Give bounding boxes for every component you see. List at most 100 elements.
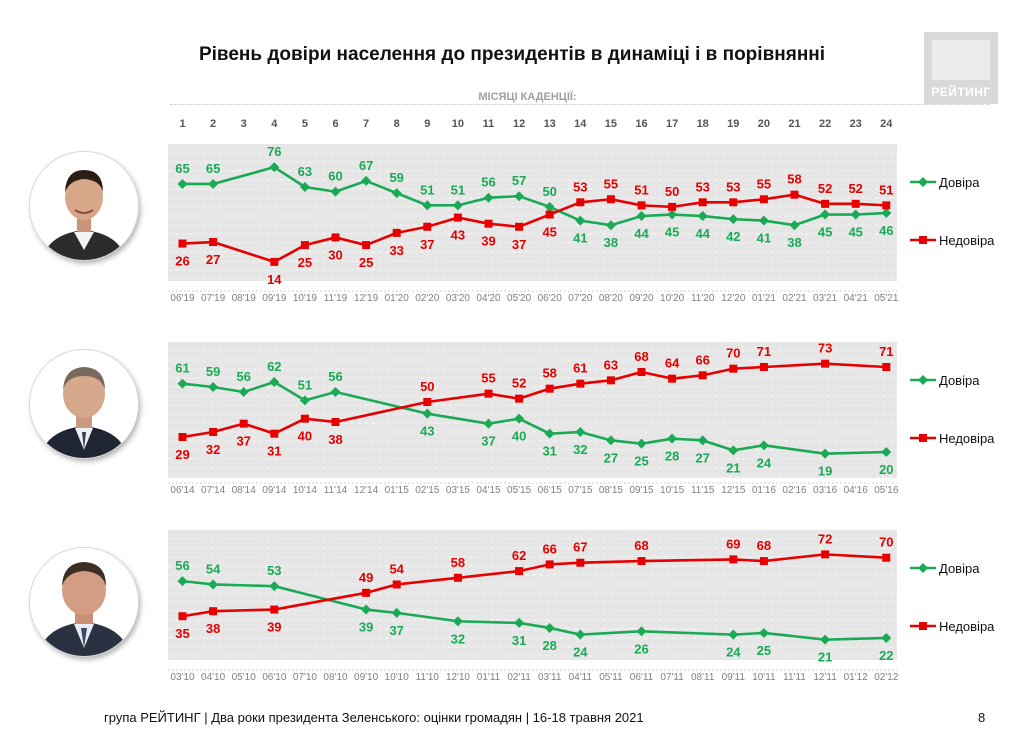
- date-tick-label: 10'14: [293, 485, 318, 496]
- legend-trust-label: Довіра: [939, 175, 980, 190]
- distrust-value-label: 33: [389, 243, 403, 258]
- date-tick-label: 04'20: [476, 293, 501, 304]
- date-tick-label: 11'10: [416, 672, 440, 683]
- date-tick-label: 04'21: [844, 293, 869, 304]
- distrust-value-label: 64: [665, 356, 680, 371]
- trust-point: [514, 413, 525, 424]
- distrust-point: [637, 368, 646, 376]
- trust-point: [422, 200, 433, 211]
- trust-point: [758, 215, 769, 226]
- date-tick-label: 06'15: [538, 485, 563, 496]
- trust-point: [575, 215, 586, 226]
- distrust-point: [300, 414, 309, 423]
- distrust-point: [576, 379, 585, 388]
- legend-distrust-label: Недовіра: [939, 431, 995, 446]
- trust-value-label: 38: [604, 235, 618, 250]
- date-tick-label: 12'19: [354, 293, 379, 304]
- distrust-value-label: 25: [298, 255, 312, 270]
- trust-point: [575, 629, 586, 640]
- distrust-value-label: 32: [206, 442, 220, 457]
- distrust-point: [178, 239, 187, 248]
- header-divider: [170, 104, 990, 105]
- legend-distrust-marker: [919, 434, 927, 442]
- trust-value-label: 56: [236, 369, 250, 384]
- distrust-point: [576, 198, 585, 207]
- trust-value-label: 51: [451, 182, 465, 197]
- date-tick-label: 05'10: [232, 672, 257, 683]
- distrust-value-label: 14: [267, 272, 282, 287]
- distrust-value-label: 50: [420, 379, 434, 394]
- trust-point: [208, 178, 219, 189]
- trust-value-label: 31: [512, 633, 526, 648]
- date-tick-label: 03'20: [446, 293, 471, 304]
- distrust-point: [484, 389, 493, 398]
- month-number: 18: [697, 118, 709, 130]
- trust-point: [850, 209, 861, 220]
- date-tick-label: 08'15: [599, 485, 624, 496]
- date-tick-label: 08'20: [599, 293, 624, 304]
- trust-point: [177, 576, 188, 587]
- date-tick-label: 01'21: [752, 293, 777, 304]
- trust-point: [483, 418, 494, 429]
- date-tick-label: 02'21: [782, 293, 807, 304]
- date-tick-label: 04'16: [844, 485, 869, 496]
- distrust-value-label: 62: [512, 548, 526, 563]
- trust-point: [208, 579, 219, 590]
- trust-value-label: 25: [757, 643, 771, 658]
- date-tick-label: 12'10: [446, 672, 471, 683]
- date-tick-label: 02'20: [415, 293, 440, 304]
- distrust-point: [484, 219, 493, 228]
- trust-point: [820, 634, 831, 645]
- trust-point: [728, 214, 739, 225]
- distrust-point: [331, 233, 340, 242]
- distrust-value-label: 66: [695, 352, 709, 367]
- distrust-point: [606, 376, 615, 385]
- distrust-value-label: 54: [389, 561, 404, 576]
- date-tick-label: 09'20: [629, 293, 654, 304]
- trust-value-label: 61: [175, 361, 189, 376]
- trust-point: [361, 604, 372, 615]
- date-tick-label: 08'10: [323, 672, 348, 683]
- trust-point: [391, 188, 402, 199]
- date-tick-label: 07'15: [568, 485, 593, 496]
- month-number: 21: [788, 118, 800, 130]
- distrust-value-label: 40: [298, 429, 312, 444]
- distrust-point: [882, 201, 891, 210]
- distrust-value-label: 67: [573, 540, 587, 555]
- trust-point: [238, 387, 249, 397]
- trust-value-label: 50: [542, 184, 556, 199]
- trust-value-label: 45: [665, 225, 679, 240]
- date-tick-label: 05'15: [507, 485, 532, 496]
- distrust-point: [729, 364, 738, 373]
- distrust-point: [362, 588, 371, 597]
- date-tick-label: 07'19: [201, 293, 226, 304]
- trust-value-label: 43: [420, 424, 434, 439]
- trust-value-label: 44: [634, 226, 649, 241]
- trust-point: [269, 581, 280, 592]
- trust-value-label: 24: [726, 645, 741, 660]
- distrust-point: [423, 398, 432, 406]
- portrait-zelensky-icon: [30, 152, 138, 260]
- distrust-value-label: 31: [267, 444, 281, 459]
- distrust-point: [545, 560, 554, 569]
- distrust-value-label: 68: [634, 538, 648, 553]
- trust-value-label: 37: [389, 623, 403, 638]
- trust-value-label: 28: [542, 638, 556, 653]
- distrust-value-label: 53: [726, 179, 740, 194]
- distrust-point: [821, 359, 830, 368]
- distrust-value-label: 72: [818, 531, 832, 546]
- distrust-point: [606, 195, 615, 204]
- trust-point: [299, 395, 310, 406]
- distrust-value-label: 52: [848, 181, 862, 196]
- trust-value-label: 22: [879, 648, 893, 663]
- trust-value-label: 27: [695, 450, 709, 465]
- date-tick-label: 08'19: [232, 293, 257, 304]
- month-number: 13: [544, 118, 556, 130]
- month-number: 11: [483, 118, 495, 130]
- trust-value-label: 41: [573, 231, 587, 246]
- distrust-value-label: 69: [726, 536, 740, 551]
- chart-panel: [168, 342, 897, 478]
- date-tick-label: 11'14: [324, 485, 348, 496]
- distrust-point: [423, 222, 432, 231]
